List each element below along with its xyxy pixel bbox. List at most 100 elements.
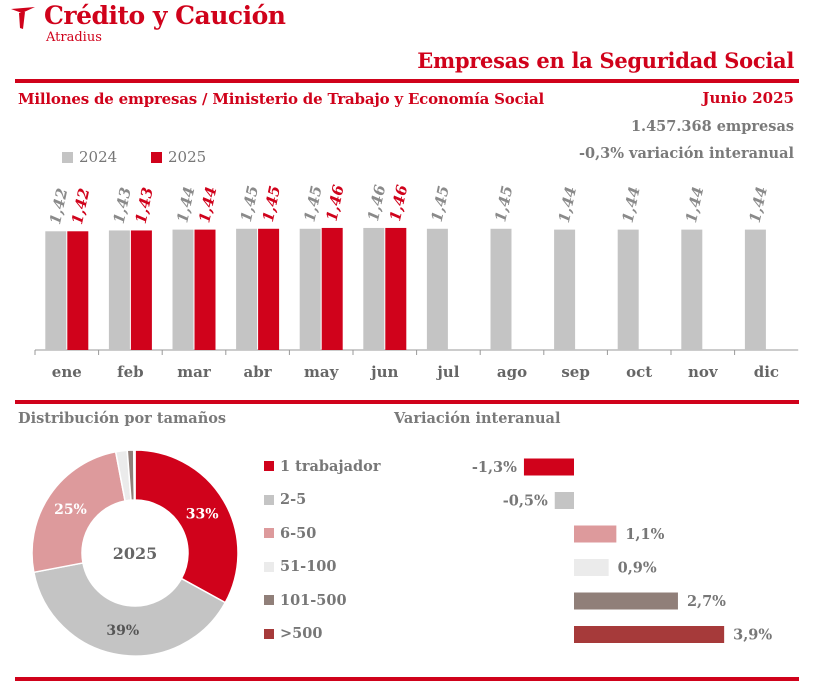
data-label-2024-mar: 1,44 (173, 185, 198, 224)
divider-top (15, 79, 799, 83)
bar-2024-sep (554, 229, 576, 350)
donut-slice-3 (31, 450, 126, 574)
bar-2025-ene (67, 231, 89, 350)
page-title: Empresas en la Seguridad Social (417, 48, 794, 73)
size-legend-label: 2-5 (280, 491, 307, 508)
bar-2024-nov (681, 229, 703, 350)
size-legend-swatch (264, 561, 274, 572)
legend-2025: 2025 (151, 148, 206, 166)
size-legend-swatch (264, 494, 274, 505)
donut-label-3: 25% (54, 502, 87, 518)
variation-title: Variación interanual (394, 410, 561, 427)
donut-center-label: 2025 (113, 544, 158, 563)
data-label-2024-sep: 1,44 (555, 185, 580, 224)
size-legend-swatch (264, 595, 274, 605)
data-label-2025-feb: 1,43 (132, 186, 157, 225)
bar-2025-may (321, 227, 343, 350)
data-label-2024-ene: 1,42 (46, 187, 71, 226)
data-label-2025-abr: 1,45 (259, 184, 284, 223)
x-tick-label: jun (369, 363, 398, 381)
brand-subtitle: Atradius (46, 30, 102, 45)
bar-2024-feb (108, 230, 130, 350)
variation-bar-4 (574, 559, 609, 576)
bar-2024-jul (426, 228, 448, 350)
variation-bar-5 (574, 592, 678, 610)
variation-label-3: 1,1% (625, 526, 664, 543)
data-label-2025-may: 1,46 (323, 183, 348, 223)
monthly-bar-chart: ene1,421,42feb1,431,43mar1,441,44abr1,45… (34, 183, 799, 381)
variation-label-4: 0,9% (618, 560, 657, 577)
size-legend-item: >500 (264, 624, 322, 644)
size-legend-label: 1 trabajador (280, 457, 381, 475)
bar-2024-ene (45, 231, 67, 350)
x-tick-label: dic (754, 363, 779, 381)
yearly-variation: -0,3% variación interanual (578, 145, 794, 162)
size-legend-item: 1 trabajador (264, 456, 381, 476)
bar-2024-abr (236, 228, 258, 350)
divider-bottom (15, 677, 799, 681)
size-legend-swatch (264, 461, 274, 471)
distribution-title: Distribución por tamaños (18, 410, 227, 427)
donut-label-1: 33% (186, 506, 219, 522)
brand-logo-icon (11, 7, 35, 29)
variation-bar-3 (574, 525, 617, 543)
x-tick-label: ene (52, 363, 82, 381)
bar-2024-mar (172, 229, 194, 350)
data-label-2024-dic: 1,44 (746, 185, 771, 224)
variation-label-1: -1,3% (472, 459, 517, 476)
x-tick-label: jul (435, 363, 459, 381)
x-tick-label: nov (688, 363, 719, 381)
bar-2024-may (299, 228, 321, 350)
data-label-2024-nov: 1,44 (682, 185, 707, 224)
x-tick-label: ago (497, 363, 527, 381)
bar-2024-dic (744, 229, 766, 350)
size-legend-item: 2-5 (264, 490, 306, 510)
x-tick-label: sep (561, 363, 589, 381)
size-legend-item: 6-50 (264, 523, 316, 543)
legend-swatch-2024 (62, 151, 73, 163)
size-legend-item: 101-500 (264, 590, 347, 610)
data-label-2025-mar: 1,44 (195, 185, 220, 224)
size-legend-label: >500 (280, 625, 323, 642)
bar-2025-feb (130, 230, 152, 350)
data-label-2024-oct: 1,44 (619, 185, 644, 224)
variation-bar-1 (523, 458, 574, 476)
variation-label-5: 2,7% (687, 593, 726, 610)
report-date: Junio 2025 (702, 89, 794, 107)
size-legend-label: 6-50 (280, 524, 317, 542)
divider-middle (15, 400, 799, 404)
size-legend-item: 51-100 (264, 557, 336, 577)
data-label-2024-feb: 1,43 (110, 186, 135, 225)
x-tick-label: mar (177, 363, 212, 381)
legend-swatch-2025 (151, 151, 162, 163)
size-legend-swatch (264, 628, 274, 639)
data-label-2024-ago: 1,45 (491, 184, 516, 223)
bar-2024-ago (490, 228, 512, 350)
donut-slice-2 (32, 562, 227, 657)
legend-label-2025: 2025 (168, 148, 207, 166)
x-tick-label: may (304, 363, 340, 381)
size-legend-label: 51-100 (280, 558, 337, 575)
total-companies: 1.457.368 empresas (630, 118, 794, 135)
data-label-2025-ene: 1,42 (68, 187, 93, 226)
data-label-2024-abr: 1,45 (237, 184, 262, 223)
variation-bar-6 (574, 626, 725, 643)
legend-label-2024: 2024 (79, 148, 118, 166)
legend-2024: 2024 (62, 148, 117, 166)
bar-2025-mar (194, 229, 216, 350)
data-label-2024-jul: 1,45 (428, 184, 453, 223)
variation-bar-2 (554, 492, 574, 509)
brand-name: Crédito y Caución (44, 1, 286, 30)
donut-slice-6 (132, 449, 136, 501)
bar-2025-jun (385, 227, 407, 350)
size-legend-label: 101-500 (280, 591, 347, 609)
size-legend-swatch (264, 528, 274, 538)
x-tick-label: feb (117, 363, 143, 381)
variation-bar-chart: -1,3% -0,5% 1,1% 0,9% 2,7% 3,9% (472, 458, 772, 644)
variation-label-2: -0,5% (503, 493, 548, 510)
donut-slice-1 (134, 449, 239, 604)
x-tick-label: oct (626, 363, 652, 381)
data-label-2025-jun: 1,46 (386, 183, 411, 223)
donut-label-2: 39% (106, 623, 139, 639)
bar-2025-abr (258, 228, 280, 350)
